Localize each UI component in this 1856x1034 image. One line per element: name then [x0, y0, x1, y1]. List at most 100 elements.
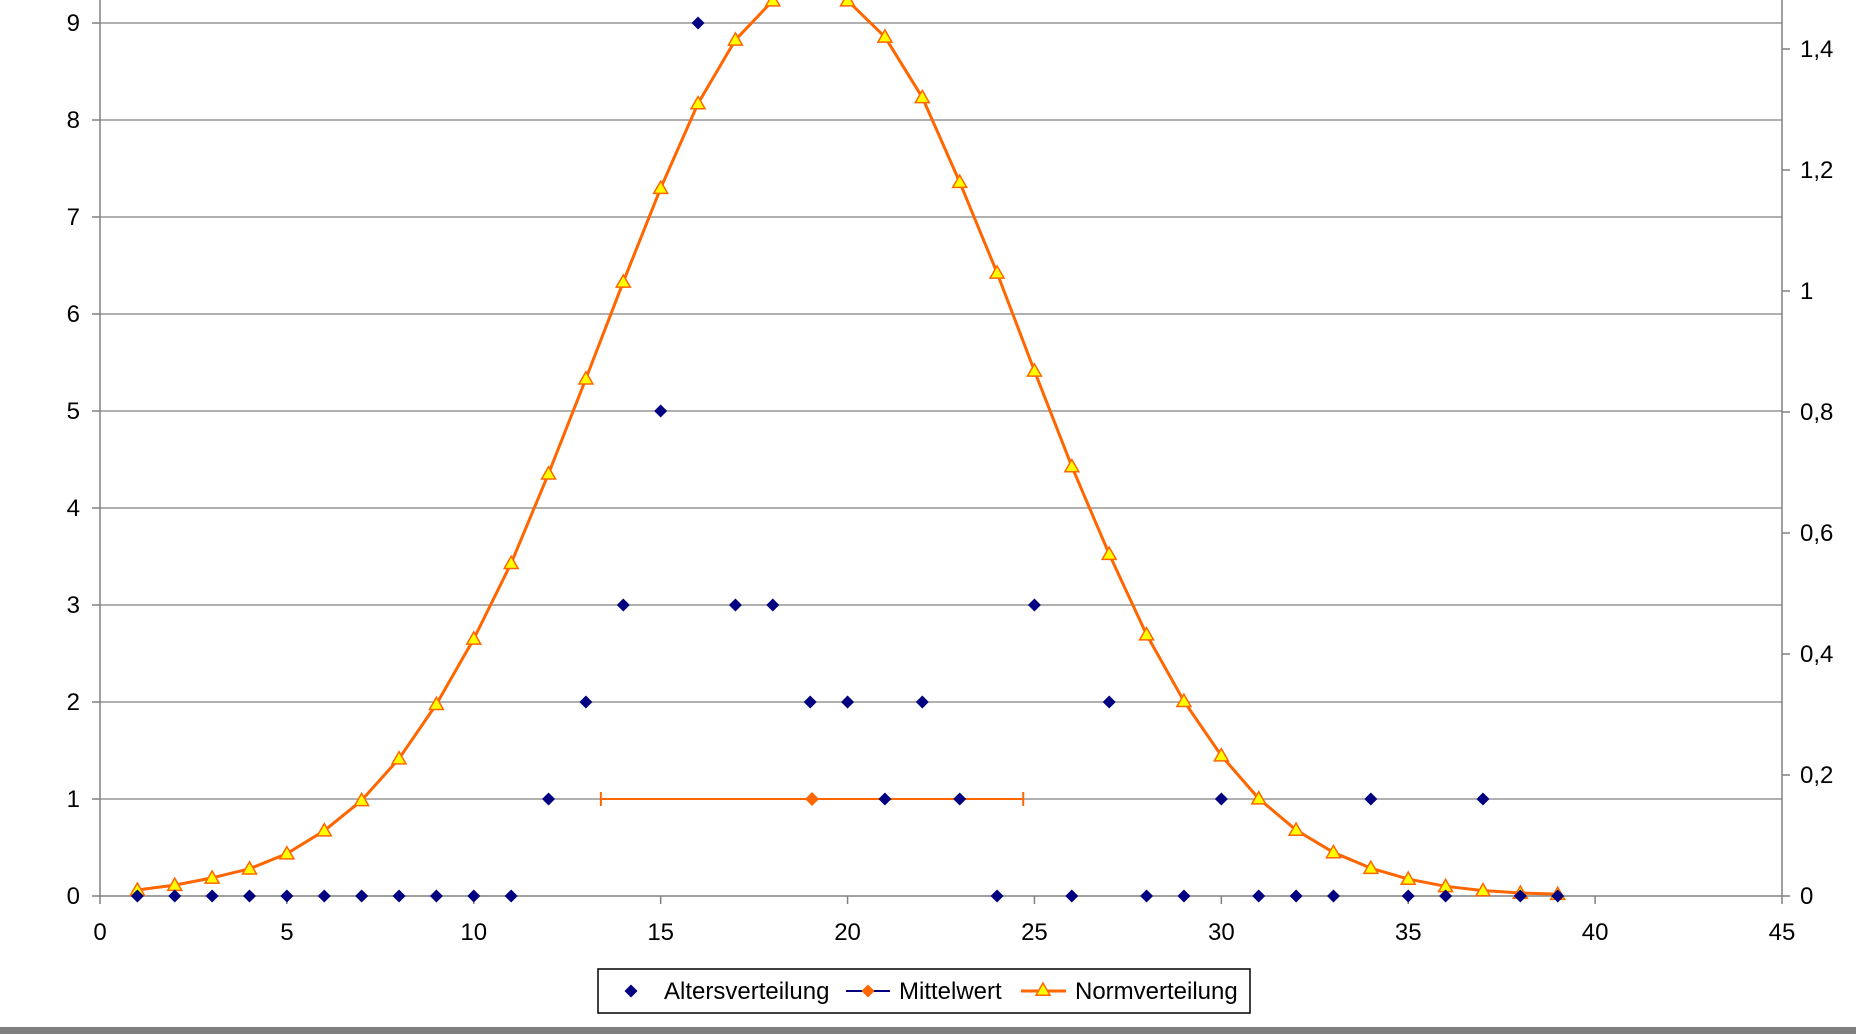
- x-tick-label: 30: [1208, 919, 1235, 946]
- altersverteilung-point: [429, 889, 443, 903]
- altersverteilung-point: [990, 889, 1004, 903]
- left-tick-label: 5: [67, 398, 80, 425]
- normverteilung-point: [988, 264, 1006, 279]
- normverteilung-point: [876, 28, 894, 43]
- altersverteilung-point: [654, 404, 668, 418]
- normverteilung-point: [1362, 859, 1380, 875]
- altersverteilung-point: [1364, 792, 1378, 806]
- x-tick-label: 5: [280, 919, 293, 946]
- left-tick-label: 9: [67, 10, 80, 37]
- left-tick-label: 7: [67, 204, 80, 231]
- altersverteilung-point: [579, 695, 593, 709]
- altersverteilung-point: [1177, 889, 1191, 903]
- left-tick-label: 4: [67, 495, 80, 522]
- normverteilung-point: [1138, 626, 1155, 641]
- normverteilung-point: [241, 860, 258, 875]
- altersverteilung-point: [803, 695, 817, 709]
- altersverteilung-point: [1551, 889, 1565, 903]
- legend: Altersverteilung Mittelwert Normverteilung: [597, 968, 1251, 1014]
- altersverteilung-point: [728, 598, 742, 612]
- altersverteilung-point: [542, 792, 556, 806]
- altersverteilung-point: [280, 889, 294, 903]
- altersverteilung-point: [878, 792, 892, 806]
- right-tick-label: 0: [1800, 883, 1813, 910]
- altersverteilung-point: [317, 889, 331, 903]
- left-tick-label: 0: [67, 883, 80, 910]
- left-tick-label: 2: [67, 689, 80, 716]
- altersverteilung-point: [467, 889, 481, 903]
- right-tick-label: 0,2: [1800, 762, 1833, 789]
- altersverteilung-point: [130, 889, 144, 903]
- normverteilung-point: [428, 695, 445, 711]
- legend-altersverteilung-label: Altersverteilung: [664, 978, 829, 1005]
- normverteilung-point: [502, 554, 520, 570]
- altersverteilung-point: [355, 889, 369, 903]
- x-axis-ticks: 0 5 10 15 20 25 30 35 40 45: [93, 896, 1795, 946]
- legend-box: [597, 968, 1251, 1014]
- legend-normverteilung-marker: [1034, 981, 1052, 996]
- legend-mittelwert-marker: [861, 984, 875, 998]
- right-tick-label: 0,4: [1800, 641, 1833, 668]
- altersverteilung-point: [1214, 792, 1228, 806]
- altersverteilung-point: [953, 792, 967, 806]
- mittelwert-point: [805, 792, 820, 806]
- x-tick-label: 20: [834, 919, 861, 946]
- left-tick-label: 8: [67, 107, 80, 134]
- altersverteilung-point: [1065, 889, 1079, 903]
- normverteilung-point: [353, 791, 370, 807]
- normverteilung-point: [203, 869, 221, 884]
- normverteilung-point: [652, 179, 669, 195]
- right-tick-label: 0,6: [1800, 520, 1833, 547]
- x-tick-label: 40: [1582, 919, 1609, 946]
- normverteilung-point: [764, 0, 782, 7]
- altersverteilung-point: [205, 889, 219, 903]
- normverteilung-point: [1175, 692, 1193, 708]
- series-altersverteilung: [130, 16, 1565, 903]
- legend-mittelwert-label: Mittelwert: [899, 978, 1002, 1005]
- normverteilung-point: [1250, 790, 1268, 805]
- altersverteilung-point: [766, 598, 780, 612]
- normverteilung-point: [689, 94, 707, 110]
- series-normverteilung: [129, 0, 1567, 901]
- altersverteilung-point: [504, 889, 518, 903]
- series-mittelwert: [599, 792, 1025, 806]
- normverteilung-point: [465, 630, 483, 645]
- normverteilung-point: [390, 750, 408, 765]
- altersverteilung-point: [1289, 889, 1303, 903]
- normverteilung-point: [1213, 747, 1230, 762]
- altersverteilung-point: [616, 598, 630, 612]
- normverteilung-point: [914, 88, 931, 104]
- normverteilung-point: [315, 822, 333, 837]
- x-tick-label: 0: [93, 919, 106, 946]
- normverteilung-point: [727, 31, 744, 46]
- altersverteilung-point: [841, 695, 855, 709]
- right-tick-label: 1,4: [1800, 36, 1833, 63]
- normverteilung-point: [540, 465, 557, 480]
- left-y-axis-ticks: 0 1 2 3 4 5 6 7 8 9: [67, 10, 100, 910]
- altersverteilung-point: [915, 695, 929, 709]
- normverteilung-point: [1287, 821, 1305, 837]
- right-y-axis-ticks: 0 0,2 0,4 0,6 0,8 1 1,2 1,4: [1782, 36, 1833, 910]
- x-tick-label: 25: [1021, 919, 1048, 946]
- altersverteilung-point: [168, 889, 182, 903]
- left-tick-label: 3: [67, 592, 80, 619]
- normverteilung-point: [614, 273, 632, 288]
- altersverteilung-point: [1027, 598, 1041, 612]
- normverteilung-point: [1474, 882, 1492, 897]
- left-tick-label: 6: [67, 301, 80, 328]
- altersverteilung-point: [1140, 889, 1154, 903]
- x-tick-label: 45: [1769, 919, 1796, 946]
- right-tick-label: 0,8: [1800, 399, 1833, 426]
- altersverteilung-point: [243, 889, 257, 903]
- altersverteilung-point: [1401, 889, 1415, 903]
- normverteilung-point: [1063, 457, 1081, 473]
- legend-altersverteilung-marker: [624, 984, 638, 998]
- x-tick-label: 35: [1395, 919, 1422, 946]
- right-tick-label: 1,2: [1800, 157, 1833, 184]
- normverteilung-point: [1325, 843, 1342, 859]
- right-tick-label: 1: [1800, 278, 1813, 305]
- altersverteilung-point: [392, 889, 406, 903]
- bottom-frame-bar: [0, 1027, 1856, 1034]
